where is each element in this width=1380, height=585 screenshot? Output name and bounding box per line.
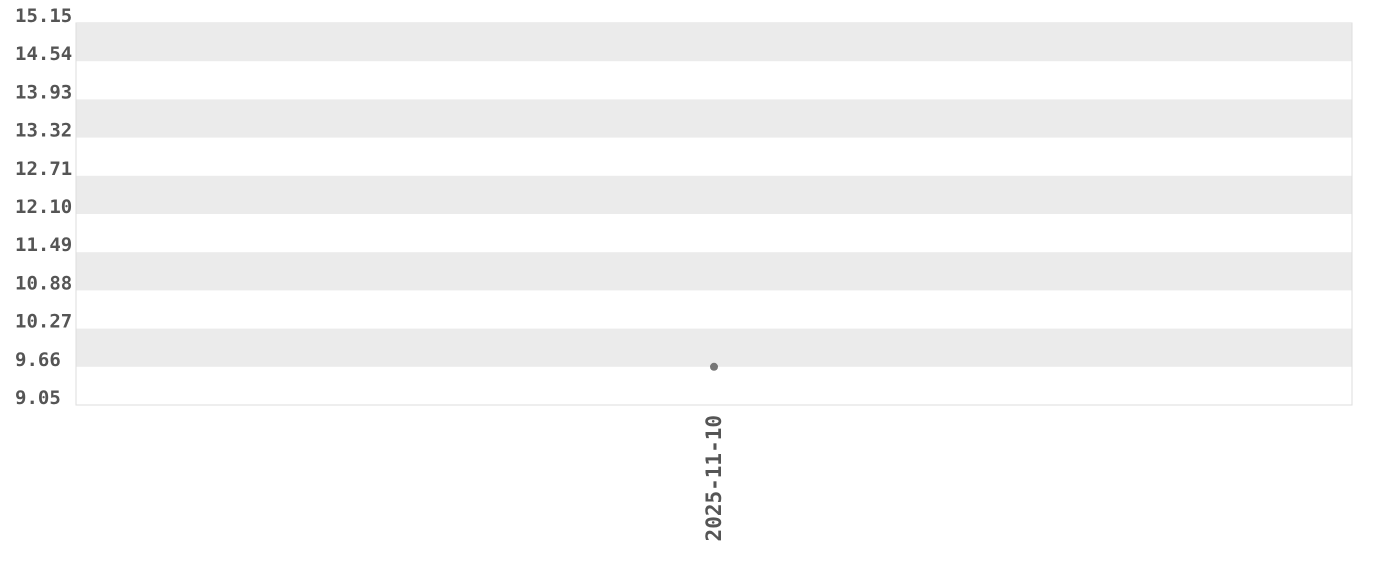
y-tick-label: 12.71 (15, 158, 72, 180)
y-tick-label: 10.27 (15, 311, 72, 333)
data-point (710, 362, 718, 371)
y-tick-label: 15.15 (15, 5, 72, 27)
grid-band (76, 252, 1352, 291)
y-tick-label: 10.88 (15, 272, 72, 294)
y-tick-label: 13.93 (15, 81, 72, 103)
y-tick-label: 9.05 (15, 387, 61, 409)
y-tick-label: 11.49 (15, 234, 72, 256)
y-tick-label: 13.32 (15, 120, 72, 142)
grid-band (76, 99, 1352, 138)
x-tick-label: 2025-11-10 (702, 415, 726, 541)
grid-band (76, 23, 1352, 62)
grid-band (76, 328, 1352, 367)
y-tick-label: 14.54 (15, 43, 72, 65)
y-tick-label: 9.66 (15, 349, 61, 371)
y-tick-label: 12.10 (15, 196, 72, 218)
grid-band (76, 175, 1352, 214)
